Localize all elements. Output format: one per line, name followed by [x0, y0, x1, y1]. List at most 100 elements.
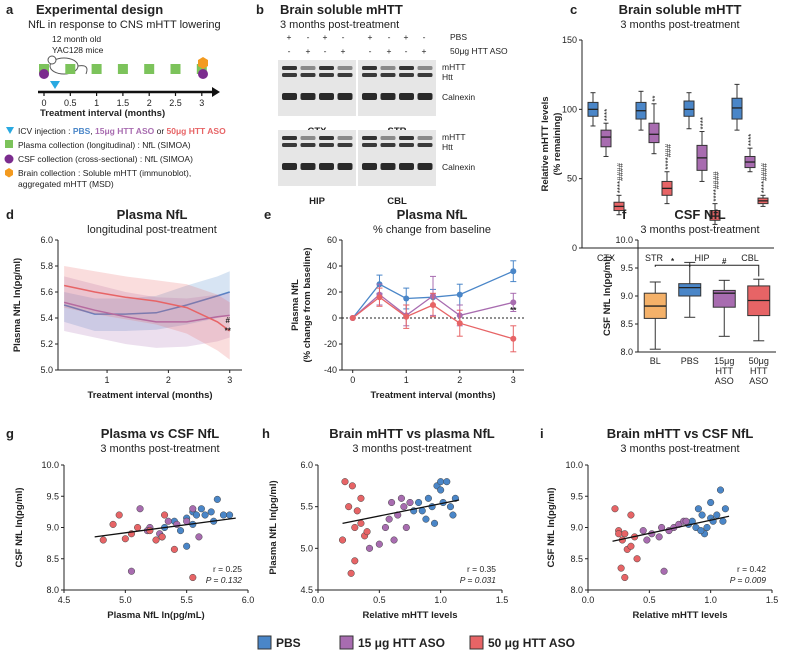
icv-sep: , [90, 126, 95, 136]
csf-collection-icon [198, 69, 208, 79]
x-tick-label: 1.0 [434, 595, 447, 605]
data-point [349, 315, 356, 321]
data-point [621, 573, 629, 582]
x-tick-label: 0.0 [312, 595, 325, 605]
plasma-collection-icon [91, 64, 102, 74]
correlation-r: r = 0.35 [467, 564, 496, 574]
y-tick-label: 9.5 [620, 263, 633, 273]
y-axis-label: CSF NfL ln(pg/ml) [546, 487, 557, 567]
panel-i: i Brain mHTT vs CSF NfL 3 months post-trea… [540, 426, 778, 621]
series-line [63, 301, 230, 323]
icv-pbs: PBS [73, 126, 91, 136]
brain-collection-icon [198, 57, 208, 69]
calnexin-band [337, 163, 353, 170]
icv-low: 15μg HTT ASO [95, 126, 155, 136]
mhtt-band [417, 66, 433, 70]
data-point [449, 511, 457, 519]
y-axis-label: (% change from baseline) [302, 247, 313, 362]
y-tick-label: 6.0 [300, 460, 313, 470]
calnexin-band [300, 93, 316, 100]
y-axis-label: Relative mHTT levels [540, 96, 551, 191]
calnexin-band [282, 93, 297, 100]
icv-injection-icon [50, 81, 60, 89]
data-point [703, 523, 711, 532]
calnexin-band [319, 163, 334, 170]
significance-label: * [671, 257, 675, 266]
x-axis-label: Treatment interval (months) [370, 390, 495, 401]
significance-label: **** [603, 109, 612, 121]
box [709, 210, 721, 221]
timeline-tick-label: 1 [94, 98, 99, 108]
timeline-tick-label: 0.5 [64, 98, 77, 108]
y-tick-label: 60 [327, 235, 337, 245]
significance-label: **** [699, 117, 708, 129]
y-axis-label: (% remaining) [552, 113, 563, 176]
data-point [345, 503, 353, 511]
legend-swatch [339, 635, 354, 650]
x-tick-label: ASO [749, 376, 768, 386]
series-line [63, 291, 230, 315]
data-point [121, 535, 129, 543]
y-tick-label: 8.5 [570, 554, 583, 564]
legend-brain: Brain collection : Soluble mHTT (immunob… [18, 168, 191, 178]
western-blot: CTXSTRmHTTHttCalnexinHIPCBLmHTTHttCalnex… [278, 60, 475, 207]
blot-region-label: CBL [387, 196, 407, 207]
panel-subtitle: NfL in response to CNS mHTT lowering [28, 19, 221, 31]
correlation-p: P = 0.031 [460, 575, 497, 585]
panel-letter: i [540, 426, 544, 441]
calnexin-band [417, 93, 433, 100]
band-label-mhtt: mHTT [442, 62, 466, 72]
sign-pbs: - [423, 32, 426, 42]
chart-subtitle: 3 months post-treatment [620, 19, 739, 31]
data-point [456, 320, 463, 327]
circle-icon [4, 154, 14, 164]
panel-letter: d [6, 207, 14, 222]
calnexin-band [399, 163, 414, 170]
data-point [437, 486, 445, 494]
series-line [63, 284, 231, 332]
y-tick-label: 5.0 [40, 365, 53, 375]
significance-bracket [689, 264, 760, 277]
data-point [510, 268, 517, 275]
data-point [376, 294, 383, 301]
x-tick-label: 1 [404, 375, 409, 385]
correlation-p: P = 0.132 [206, 575, 243, 585]
sign-aso: + [387, 46, 392, 56]
htt-band [282, 73, 297, 77]
x-tick-label: CTX [597, 253, 615, 263]
sign-aso: - [405, 46, 408, 56]
x-tick-label: ASO [715, 376, 734, 386]
x-tick-label: 3 [511, 375, 516, 385]
chart-subtitle: % change from baseline [373, 224, 491, 236]
data-point [385, 515, 393, 523]
significance-label: ** [225, 327, 232, 336]
timeline-xlabel: Treatment interval (months) [40, 108, 165, 119]
x-tick-label: 1.0 [704, 595, 717, 605]
x-tick-label: 5.5 [180, 595, 193, 605]
legend-swatch [469, 635, 484, 650]
hexagon-icon [5, 168, 13, 178]
data-point [219, 511, 228, 519]
data-point [719, 517, 727, 525]
correlation-r: r = 0.42 [737, 564, 766, 574]
plasma-collection-icon [196, 64, 207, 74]
data-point [655, 533, 663, 541]
data-point [351, 557, 359, 565]
confidence-band [64, 266, 230, 360]
sign-aso: - [288, 46, 291, 56]
chart-title: CSF NfL [674, 207, 725, 222]
legend-swatch [257, 635, 272, 650]
sign-pbs: - [307, 32, 310, 42]
data-point [510, 335, 517, 342]
y-tick-label: 10.0 [41, 460, 59, 470]
data-point [195, 533, 203, 541]
data-point [694, 505, 702, 513]
panel-a: a Experimental design NfL in response to… [4, 2, 226, 189]
legend-csf: CSF collection (cross-sectional) : NfL (… [18, 154, 193, 164]
y-tick-label: 8.0 [46, 585, 59, 595]
chart-title: Brain soluble mHTT [619, 2, 742, 17]
y-tick-label: -20 [324, 339, 337, 349]
timeline-markers [39, 57, 208, 89]
data-point [192, 511, 201, 519]
data-point [510, 299, 517, 306]
